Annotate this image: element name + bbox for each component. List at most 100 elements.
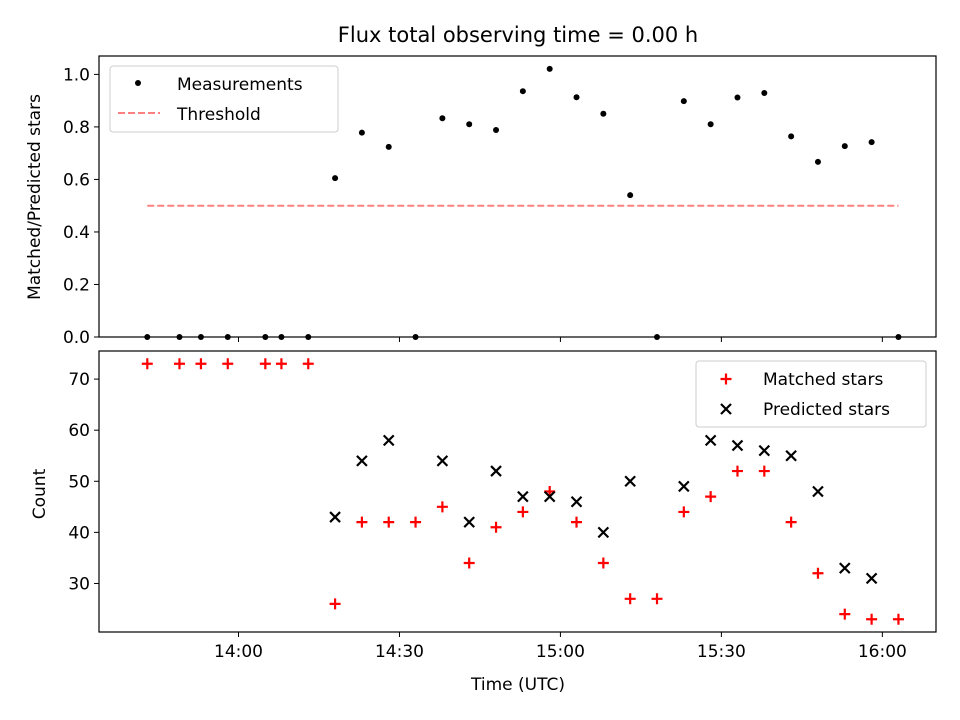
top-y-axis-label: Matched/Predicted stars [25,94,45,300]
axes-frame [98,350,937,633]
predicted-star-point [731,439,744,452]
measurement-point [546,65,553,72]
legend-label-matched: Matched stars [763,370,883,390]
matched-star-point [222,358,234,370]
matched-star-point [436,501,448,513]
legend-label-predicted: Predicted stars [763,400,890,420]
legend-label-threshold: Threshold [176,105,261,125]
matched-star-point [302,358,314,370]
matched-star-point [275,358,287,370]
predicted-star-point [624,475,636,488]
matched-star-point [731,465,743,477]
y-tick-label: 1.0 [63,65,90,85]
measurement-point [412,334,419,340]
matched-star-point [839,608,851,620]
x-tick-label: 16:00 [858,642,907,662]
measurement-point [385,143,392,150]
y-tick-label: 40 [68,523,90,543]
y-tick-label: 70 [68,370,90,390]
predicted-star-point [704,434,717,447]
measurement-point [868,139,875,146]
matched-star-point [329,598,341,610]
matched-star-point [356,516,368,528]
matched-star-point [195,358,207,370]
y-tick-label: 0.2 [63,275,90,295]
matched-star-point [490,521,502,533]
measurement-point [332,175,339,182]
x-tick-label: 15:00 [536,642,585,662]
chart-title: Flux total observing time = 0.00 h [338,23,698,47]
matched-star-point [651,593,663,605]
matched-star-point [571,516,583,528]
predicted-star-point [543,490,556,503]
measurement-point [176,334,183,340]
measurement-point [707,121,714,128]
predicted-star-point [597,526,610,539]
measurement-point [761,90,768,97]
measurement-point [224,334,231,340]
legend-box [109,65,339,133]
predicted-star-point [329,511,341,523]
predicted-star-point [490,465,502,477]
measurement-point [788,133,795,140]
matched-star-point [624,593,636,605]
matched-star-point [866,613,878,625]
matched-star-point [141,358,153,370]
axes-frame [98,55,937,338]
measurement-point [262,334,269,340]
measurement-point [144,334,151,340]
matched-star-point [785,516,797,528]
legend-marker-matched [720,373,732,385]
bottom-y-axis-label: Count [30,468,50,519]
legend-box [695,360,927,428]
measurement-point [680,98,687,105]
y-tick-label: 60 [68,421,90,441]
predicted-star-point [463,516,475,528]
y-tick-label: 0.0 [63,328,90,348]
measurement-point [278,334,285,340]
predicted-star-point [436,455,449,467]
measurement-point [895,334,902,340]
x-tick-label: 14:00 [214,642,263,662]
predicted-star-point [678,480,690,493]
y-tick-label: 0.4 [63,223,90,243]
legend-marker-predicted [720,403,732,415]
legend-marker-measurements [135,80,141,86]
measurement-point [814,158,821,165]
matched-star-point [517,506,529,518]
matched-star-point [758,465,770,477]
legend-label-measurements: Measurements [177,75,303,95]
predicted-star-point [785,449,797,462]
x-tick-label: 15:30 [697,642,746,662]
top-panel: 0.0 0.2 0.4 0.6 0.8 1.0 Measurements Threshold [63,55,937,348]
matched-star-point [678,506,690,518]
bottom-panel: 30 40 50 60 70 14:00 14:30 15:00 15:30 16:00 Match… [68,350,937,662]
measurement-point [358,129,365,136]
predicted-star-point [356,455,368,467]
matched-star-point [812,567,824,579]
predicted-star-point [517,490,529,503]
measurement-point [600,110,607,117]
predicted-star-point [812,485,824,498]
y-tick-label: 30 [68,574,90,594]
x-tick-label: 14:30 [375,642,424,662]
predicted-star-point [382,434,395,447]
matched-star-point [383,516,395,528]
measurement-point [841,143,848,150]
y-tick-label: 50 [68,472,90,492]
measurement-point [439,115,446,122]
measurement-point [197,334,204,340]
predicted-star-point [758,444,771,457]
measurement-point [519,88,526,95]
y-tick-label: 0.6 [63,170,90,190]
predicted-star-point [839,562,851,574]
measurement-point [627,192,634,199]
measurement-point [734,94,741,101]
matched-star-point [259,358,271,370]
bottom-legend: Matched stars Predicted stars [695,360,927,428]
predicted-star-point [570,495,583,508]
matched-star-point [705,491,717,503]
measurement-point [654,334,660,340]
matched-star-point [410,516,422,528]
